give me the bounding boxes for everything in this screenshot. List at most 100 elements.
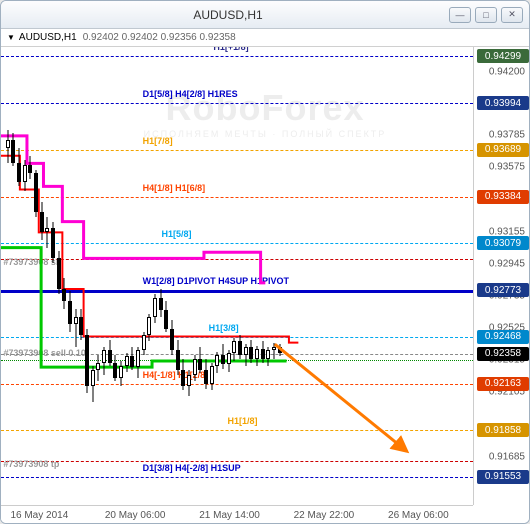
level-line (1, 197, 473, 198)
x-tick-label: 22 May 22:00 (294, 510, 355, 521)
level-label: D1[5/8] H4[2/8] H1RES (143, 89, 238, 99)
price-tag: 0.93384 (477, 190, 529, 204)
level-label: D1[3/8] H4[-2/8] H1SUP (143, 463, 241, 473)
candle (249, 340, 253, 363)
level-label: H1[7/8] (143, 136, 173, 146)
candle (221, 344, 225, 369)
x-tick-label: 16 May 2014 (10, 510, 68, 521)
candle (34, 170, 38, 217)
chart-area[interactable]: RoboForex ИСПОЛНЯЕМ МЕЧТЫ · ПОЛНЫЙ СПЕКТ… (1, 47, 529, 523)
close-button[interactable]: ✕ (501, 7, 523, 23)
candle (23, 160, 27, 191)
level-label: #73973908 tp (3, 459, 59, 469)
candle (6, 130, 10, 164)
candle (11, 133, 15, 167)
candle (45, 217, 49, 248)
candle (130, 347, 134, 370)
chart-toolbar[interactable]: ▼ AUDUSD,H1 0.92402 0.92402 0.92356 0.92… (1, 29, 529, 47)
candle (272, 343, 276, 360)
y-axis: 0.942000.937850.935750.931550.929450.927… (473, 47, 529, 505)
candle (255, 346, 259, 366)
candle (210, 363, 214, 391)
candle (125, 353, 129, 371)
price-tag: 0.92773 (477, 283, 529, 297)
level-line (1, 461, 473, 462)
candle (28, 156, 32, 179)
price-tag: 0.91858 (477, 423, 529, 437)
candle (96, 355, 100, 381)
candle (159, 289, 163, 317)
y-tick-label: 0.94200 (489, 66, 525, 77)
candle (198, 347, 202, 373)
x-tick-label: 20 May 06:00 (105, 510, 166, 521)
candle (164, 301, 168, 332)
level-line (1, 243, 473, 244)
x-tick-label: 26 May 06:00 (388, 510, 449, 521)
candle (108, 340, 112, 366)
candle (136, 347, 140, 378)
candle (278, 344, 282, 356)
window-buttons: — □ ✕ (449, 7, 523, 23)
y-tick-label: 0.93785 (489, 130, 525, 141)
price-tag: 0.92468 (477, 330, 529, 344)
y-tick-label: 0.92945 (489, 258, 525, 269)
candle (68, 291, 72, 332)
candle (62, 278, 66, 309)
level-line (1, 56, 473, 57)
candle (113, 355, 117, 381)
y-tick-label: 0.93575 (489, 162, 525, 173)
price-tag: 0.91553 (477, 470, 529, 484)
candle (51, 222, 55, 263)
candle (261, 341, 265, 362)
level-line (1, 360, 473, 361)
y-tick-label: 0.91685 (489, 451, 525, 462)
current-price-tag: 0.92358 (477, 347, 529, 361)
level-line (1, 150, 473, 151)
candle (17, 148, 21, 186)
candle (142, 332, 146, 355)
candle (170, 320, 174, 355)
candle (79, 309, 83, 340)
candle (102, 347, 106, 375)
price-tag: 0.92163 (477, 377, 529, 391)
candle (204, 359, 208, 388)
price-tag: 0.93689 (477, 143, 529, 157)
candle (181, 359, 185, 390)
price-tag: 0.93079 (477, 236, 529, 250)
level-label: H1[1/8] (228, 416, 258, 426)
level-line (1, 259, 473, 260)
candle (232, 338, 236, 361)
level-line (1, 103, 473, 104)
level-label: H1[+1/8] (213, 47, 248, 52)
maximize-button[interactable]: □ (475, 7, 497, 23)
candle (193, 355, 197, 381)
level-line (1, 430, 473, 431)
candle (238, 335, 242, 360)
level-label: H1[5/8] (161, 229, 191, 239)
candle (266, 347, 270, 365)
candle (176, 340, 180, 375)
plot-area[interactable]: H1[+1/8] D1[5/8] H4[2/8] H1RES H1[7/8] H4[1… (1, 47, 473, 505)
candle (119, 361, 123, 386)
candle (40, 202, 44, 240)
candle (215, 352, 219, 373)
x-tick-label: 21 May 14:00 (199, 510, 260, 521)
symbol-timeframe: AUDUSD,H1 (19, 32, 77, 43)
level-label: H4[1/8] H1[6/8] (143, 183, 206, 193)
candle (147, 314, 151, 342)
level-label: H1[3/8] (209, 323, 239, 333)
titlebar[interactable]: AUDUSD,H1 — □ ✕ (1, 1, 529, 29)
level-line (1, 384, 473, 385)
candle (187, 370, 191, 396)
level-line (1, 477, 473, 478)
candle (227, 350, 231, 371)
candle (85, 329, 89, 393)
candle (153, 294, 157, 323)
candle (244, 344, 248, 365)
price-tag: 0.94299 (477, 49, 529, 63)
window-title: AUDUSD,H1 (193, 8, 262, 22)
candle (74, 309, 78, 347)
dropdown-icon[interactable]: ▼ (7, 33, 15, 42)
minimize-button[interactable]: — (449, 7, 471, 23)
level-label: W1[2/8] D1PIVOT H4SUP H1PIVOT (143, 276, 289, 286)
